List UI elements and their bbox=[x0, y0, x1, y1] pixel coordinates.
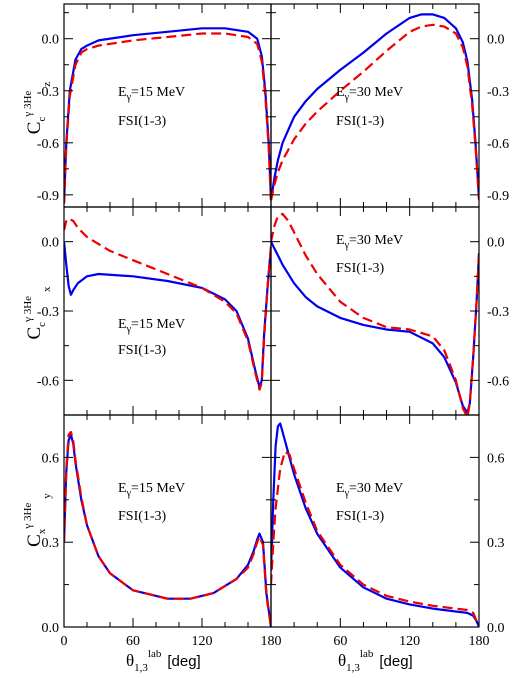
y-tick-label: 0.6 bbox=[42, 451, 60, 466]
x-tick-label: 180 bbox=[261, 634, 282, 649]
dashed-series-line bbox=[64, 32, 271, 204]
annotation-energy-30-row1: Eγ=30 MeV bbox=[336, 233, 403, 251]
annotation-fsi-row1-right: FSI(1-3) bbox=[336, 261, 385, 276]
y-tick-label: -0.3 bbox=[37, 85, 59, 100]
y-tick-label: -0.3 bbox=[487, 305, 509, 320]
y-tick-label: 0.0 bbox=[487, 621, 505, 636]
y-tick-label: 0.0 bbox=[487, 33, 505, 48]
dashed-series-line bbox=[271, 23, 479, 201]
annotation-energy-15-row2: Eγ=15 MeV bbox=[118, 481, 185, 499]
y-tick-label: -0.3 bbox=[487, 85, 509, 100]
y-tick-label: 0.3 bbox=[487, 536, 505, 551]
panel-r1-c1: 0.0 -0.3 -0.6 bbox=[270, 206, 509, 416]
panel-frame bbox=[63, 206, 272, 416]
x-tick-label: 120 bbox=[192, 634, 213, 649]
annotation-energy-15-row1: Eγ=15 MeV bbox=[118, 317, 185, 335]
x-tick-label: 120 bbox=[399, 634, 420, 649]
y-tick-label: 0.6 bbox=[487, 451, 505, 466]
annotation-energy-30-row0: Eγ=30 MeV bbox=[336, 85, 403, 103]
y-tick-label: -0.9 bbox=[37, 189, 59, 204]
x-axis-label-left: θ1,3lab [deg] bbox=[126, 648, 201, 674]
annotation-fsi-row1-left: FSI(1-3) bbox=[118, 343, 167, 358]
annotation-fsi-row2-left: FSI(1-3) bbox=[118, 509, 167, 524]
x-axis-label-right: θ1,3lab [deg] bbox=[338, 648, 413, 674]
dashed-series-line bbox=[271, 450, 479, 627]
y-tick-label: -0.9 bbox=[487, 189, 509, 204]
panel-r2-c0: 0.0 0.3 0.6 0 60 120 180 bbox=[42, 414, 282, 649]
panel-frame bbox=[63, 414, 272, 628]
x-tick-label: 0 bbox=[61, 634, 68, 649]
solid-series-line bbox=[271, 241, 479, 414]
solid-series-line bbox=[271, 422, 479, 627]
panel-frame bbox=[270, 414, 480, 628]
x-tick-label: 60 bbox=[333, 634, 347, 649]
panel-frame bbox=[63, 3, 272, 208]
panel-r0-c1: 0.0 -0.3 -0.6 -0.9 bbox=[270, 3, 509, 208]
y-tick-label: 0.0 bbox=[487, 236, 505, 251]
panel-r2-c1: 0.0 0.3 0.6 60 120 180 bbox=[270, 414, 505, 649]
y-axis-labels: Ccγ 3Hez Ccγ 3Hex Cxγ 3Hey bbox=[22, 82, 53, 547]
annotation-fsi-row0-right: FSI(1-3) bbox=[336, 114, 385, 129]
solid-series-line bbox=[64, 27, 271, 204]
annotation-fsi-row0-left: FSI(1-3) bbox=[118, 114, 167, 129]
annotation-energy-30-row2: Eγ=30 MeV bbox=[336, 481, 403, 499]
dashed-series-line bbox=[64, 430, 271, 627]
solid-series-line bbox=[64, 241, 271, 389]
y-axis-label-row1: Ccγ 3Hex bbox=[22, 286, 53, 340]
panel-r1-c0: 0.0 -0.3 -0.6 bbox=[37, 206, 272, 416]
y-tick-label: 0.3 bbox=[42, 536, 60, 551]
y-tick-label: 0.0 bbox=[42, 33, 60, 48]
y-tick-label: -0.3 bbox=[37, 305, 59, 320]
panel-r0-c0: 0.0 -0.3 -0.6 -0.9 bbox=[37, 3, 272, 208]
y-axis-label-row2: Cxγ 3Hey bbox=[22, 493, 53, 547]
x-axis-labels: θ1,3lab [deg] θ1,3lab [deg] bbox=[126, 648, 413, 674]
y-tick-label: -0.6 bbox=[37, 137, 59, 152]
y-tick-label: 0.0 bbox=[42, 236, 60, 251]
annotation-energy-15-row0: Eγ=15 MeV bbox=[118, 85, 185, 103]
y-tick-label: -0.6 bbox=[487, 374, 509, 389]
x-tick-label: 60 bbox=[126, 634, 140, 649]
y-tick-label: -0.6 bbox=[487, 137, 509, 152]
y-tick-label: 0.0 bbox=[42, 621, 60, 636]
solid-series-line bbox=[271, 13, 479, 201]
annotation-fsi-row2-right: FSI(1-3) bbox=[336, 509, 385, 524]
y-tick-label: -0.6 bbox=[37, 374, 59, 389]
dashed-series-line bbox=[271, 212, 479, 415]
annotations: Eγ=15 MeV FSI(1-3) Eγ=30 MeV FSI(1-3) Eγ… bbox=[118, 85, 403, 524]
y-axis-label-row0: Ccγ 3Hez bbox=[22, 82, 53, 135]
dashed-series-line bbox=[64, 217, 271, 391]
x-tick-label: 180 bbox=[469, 634, 490, 649]
